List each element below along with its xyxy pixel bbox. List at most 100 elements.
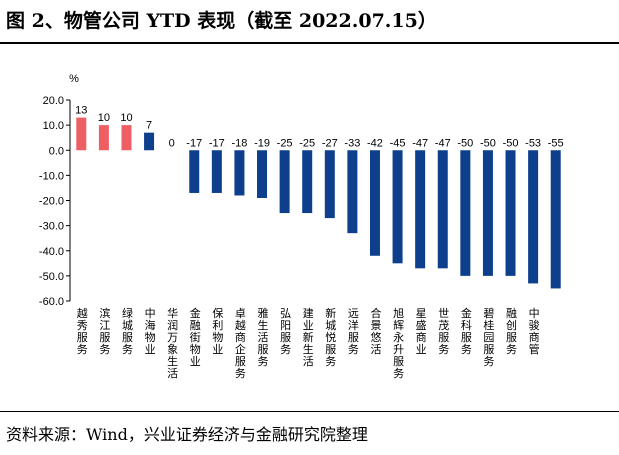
bar-value-label: 10 — [98, 112, 110, 124]
x-category-char: 生 — [258, 318, 269, 332]
y-tick-label: -50.0 — [39, 271, 64, 283]
x-category-char: 海 — [145, 318, 156, 332]
bar — [528, 150, 539, 284]
x-category-char: 业 — [190, 355, 201, 368]
x-category-char: 服 — [393, 355, 404, 368]
x-category-char: 服 — [122, 331, 133, 344]
x-category-char: 碧 — [483, 307, 494, 320]
x-category-char: 务 — [122, 343, 133, 356]
x-category-char: 商 — [416, 330, 427, 344]
y-tick-label: -20.0 — [39, 196, 64, 208]
bar — [505, 150, 516, 276]
x-category-char: 金 — [190, 306, 201, 320]
x-category-char: 活 — [258, 331, 269, 344]
x-category-char: 世 — [438, 307, 449, 320]
x-category-char: 科 — [461, 318, 472, 332]
bar — [392, 150, 403, 264]
bar — [460, 150, 471, 276]
x-category-char: 城 — [122, 319, 133, 332]
x-category-char: 星 — [416, 307, 427, 320]
y-tick-label: 0.0 — [49, 145, 64, 157]
x-category-char: 江 — [99, 319, 110, 332]
bar-value-label: -47 — [435, 137, 451, 149]
x-category-char: 新 — [325, 306, 336, 320]
x-category-char: 商 — [529, 330, 540, 344]
x-category-char: 绿 — [122, 306, 133, 320]
x-category-char: 活 — [167, 367, 178, 380]
x-category-char: 创 — [506, 319, 517, 332]
x-category-char: 中 — [145, 307, 156, 320]
x-category-char: 服 — [235, 355, 246, 368]
x-category-char: 雅 — [258, 306, 269, 320]
bar — [415, 150, 426, 269]
x-category-char: 服 — [348, 331, 359, 344]
bar — [347, 150, 358, 234]
x-category-char: 务 — [393, 367, 404, 380]
x-category-char: 务 — [77, 343, 88, 356]
x-category-char: 务 — [348, 343, 359, 356]
x-category-char: 物 — [145, 330, 156, 344]
x-category-char: 远 — [348, 307, 359, 320]
bar — [302, 150, 313, 214]
x-category-char: 金 — [461, 306, 472, 320]
x-category-char: 万 — [167, 331, 178, 344]
bar — [437, 150, 448, 269]
bar-value-label: -17 — [209, 137, 225, 149]
x-category-char: 融 — [190, 319, 201, 332]
x-category-char: 新 — [303, 330, 314, 344]
x-category-char: 卓 — [235, 307, 246, 320]
bar-value-label: -50 — [480, 137, 496, 149]
x-category-char: 业 — [416, 343, 427, 356]
x-category-char: 服 — [506, 331, 517, 344]
bar — [234, 150, 245, 196]
bar-value-label: -42 — [367, 137, 383, 149]
x-category-char: 务 — [325, 355, 336, 368]
x-category-char: 旭 — [393, 306, 404, 320]
x-category-char: 桂 — [483, 318, 494, 332]
x-category-char: 越 — [235, 318, 246, 332]
bar — [550, 150, 561, 289]
figure-title: 图 2、物管公司 YTD 表现（截至 2022.07.15） — [6, 10, 437, 32]
x-category-char: 商 — [235, 330, 246, 344]
x-category-char: 企 — [235, 342, 246, 356]
x-category-char: 骏 — [529, 318, 540, 332]
x-category-char: 象 — [167, 343, 178, 356]
x-category-char: 生 — [303, 342, 314, 356]
x-category-char: 务 — [461, 343, 472, 356]
x-category-char: 阳 — [280, 319, 291, 332]
x-category-char: 茂 — [438, 318, 449, 332]
x-category-char: 业 — [303, 319, 314, 332]
x-category-char: 物 — [190, 342, 201, 356]
x-axis-labels: 越秀服务滨江服务绿城服务中海物业华润万象生活金融街物业保利物业卓越商企服务雅生活… — [77, 306, 540, 380]
x-category-char: 华 — [167, 306, 178, 320]
bar-value-label: 0 — [169, 137, 175, 149]
x-category-char: 服 — [280, 331, 291, 344]
x-category-char: 业 — [212, 343, 223, 356]
x-category-char: 园 — [483, 331, 494, 344]
x-category-char: 活 — [370, 343, 381, 356]
x-category-char: 合 — [370, 306, 381, 320]
x-category-char: 务 — [258, 355, 269, 368]
source-note: 资料来源：Wind，兴业证券经济与金融研究院整理 — [6, 425, 368, 444]
bar-chart: % 20.0 10.0 0.0 -10.0 -20.0 -30.0 -40.0 -50.0 -6… — [39, 73, 564, 380]
bars-group: 13 10 10 7 0 -17 -17 -18 -19 -25 -25 -27 -33 -42 -45 -4… — [75, 105, 564, 289]
bar — [257, 150, 268, 198]
x-category-char: 洋 — [348, 318, 359, 332]
y-tick-label: 10.0 — [43, 120, 64, 132]
bar-value-label: -47 — [412, 137, 428, 149]
x-category-char: 融 — [506, 307, 517, 320]
y-tick-label: 20.0 — [43, 95, 64, 107]
x-category-char: 街 — [190, 330, 201, 344]
